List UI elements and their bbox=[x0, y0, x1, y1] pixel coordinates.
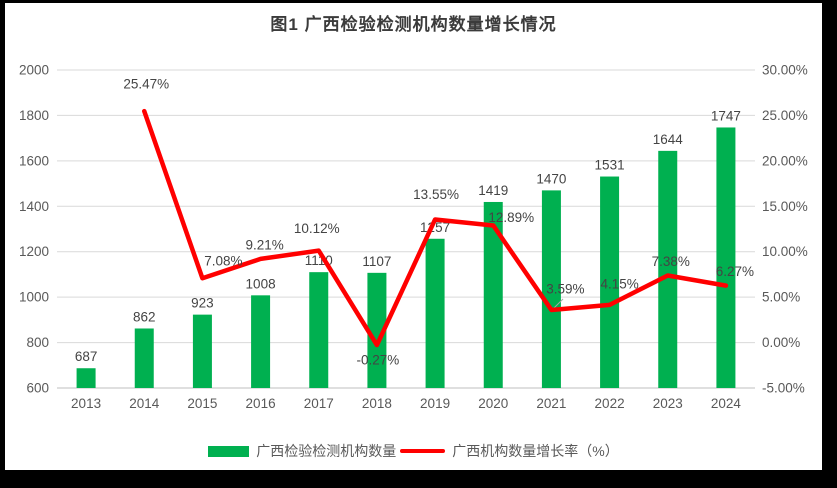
y-axis-right-tick: 15.00% bbox=[762, 199, 808, 214]
y-axis-left-tick: 600 bbox=[26, 381, 49, 396]
y-axis-right-tick: -5.00% bbox=[762, 381, 805, 396]
y-axis-right-tick: 20.00% bbox=[762, 153, 808, 168]
y-axis-left-tick: 1800 bbox=[19, 108, 49, 123]
y-axis-right-tick: 10.00% bbox=[762, 244, 808, 259]
y-axis-left-tick: 1200 bbox=[19, 244, 49, 259]
x-axis-tick: 2018 bbox=[362, 396, 392, 411]
line-label: 12.89% bbox=[488, 210, 534, 225]
legend-item-institutions: 广西检验检测机构数量 bbox=[208, 441, 396, 461]
legend-item-label: 广西机构数量增长率（%） bbox=[452, 443, 619, 459]
bar-2014 bbox=[134, 328, 154, 388]
bar-2022 bbox=[600, 176, 620, 388]
bar-2019 bbox=[425, 238, 445, 388]
bar-2018 bbox=[367, 272, 387, 388]
legend-bar-swatch-icon bbox=[208, 445, 250, 457]
bar-2024 bbox=[716, 127, 736, 389]
x-axis-tick: 2019 bbox=[420, 396, 450, 411]
x-axis-tick: 2021 bbox=[536, 396, 566, 411]
bar-2021 bbox=[541, 190, 561, 388]
x-axis-tick: 2017 bbox=[304, 396, 334, 411]
bar-2020 bbox=[483, 201, 503, 388]
line-label: 7.08% bbox=[204, 254, 242, 269]
bar-2013 bbox=[76, 368, 96, 388]
x-axis-tick: 2015 bbox=[187, 396, 217, 411]
y-axis-left-tick: 1000 bbox=[19, 290, 49, 305]
y-axis-right-tick: 25.00% bbox=[762, 108, 808, 123]
x-axis-tick: 2013 bbox=[71, 396, 101, 411]
line-label: 7.38% bbox=[652, 254, 690, 269]
chart-canvas: 600 800 1000 1200 1400 1600 1800 2000 -5.00% 0.00… bbox=[19, 63, 808, 412]
bar-label: 1008 bbox=[246, 276, 276, 291]
line-label: 10.12% bbox=[294, 221, 340, 236]
bar-label: 1644 bbox=[653, 132, 684, 147]
bar-label: 862 bbox=[133, 309, 156, 324]
bar-label: 687 bbox=[75, 349, 98, 364]
y-axis-left-tick: 2000 bbox=[19, 63, 49, 78]
chart-title: 图1 广西检验检测机构数量增长情况 bbox=[270, 15, 557, 34]
line-label: 25.47% bbox=[123, 77, 169, 92]
bar-label: 1419 bbox=[478, 183, 508, 198]
bar-label: 1531 bbox=[595, 158, 625, 173]
bar-label: 1747 bbox=[711, 108, 741, 123]
line-label: 9.21% bbox=[245, 237, 283, 252]
bar-label: 923 bbox=[191, 296, 214, 311]
line-label: 13.55% bbox=[413, 187, 459, 202]
y-axis-left-tick: 1400 bbox=[19, 199, 49, 214]
x-axis-tick: 2014 bbox=[129, 396, 160, 411]
growth-rate-line bbox=[142, 108, 729, 348]
y-axis-left-tick: 1600 bbox=[19, 153, 49, 168]
bar-2017 bbox=[309, 272, 329, 388]
bar-label: 1470 bbox=[536, 171, 566, 186]
legend-line-swatch-icon bbox=[400, 449, 446, 453]
legend-item-label: 广西检验检测机构数量 bbox=[256, 443, 397, 459]
bar-2016 bbox=[251, 295, 271, 388]
line-label: 4.15% bbox=[600, 276, 638, 291]
legend: 广西检验检测机构数量 广西机构数量增长率（%） bbox=[5, 441, 822, 461]
line-label: 6.27% bbox=[716, 264, 754, 279]
bar-2015 bbox=[192, 314, 212, 388]
legend-item-growth-rate: 广西机构数量增长率（%） bbox=[396, 441, 619, 461]
x-axis-tick: 2022 bbox=[595, 396, 625, 411]
y-axis-left-tick: 800 bbox=[26, 335, 49, 350]
x-axis-tick: 2023 bbox=[653, 396, 683, 411]
bar-2023 bbox=[658, 150, 678, 388]
x-axis-tick: 2024 bbox=[711, 396, 742, 411]
y-axis-right-tick: 30.00% bbox=[762, 63, 808, 78]
y-axis-right-tick: 5.00% bbox=[762, 290, 800, 305]
line-label: -0.27% bbox=[357, 353, 400, 368]
x-axis-tick: 2020 bbox=[478, 396, 508, 411]
x-axis-tick: 2016 bbox=[246, 396, 276, 411]
line-label: 3.59% bbox=[546, 281, 584, 296]
y-axis-right-tick: 0.00% bbox=[762, 335, 800, 350]
bar-label: 1107 bbox=[362, 254, 391, 269]
